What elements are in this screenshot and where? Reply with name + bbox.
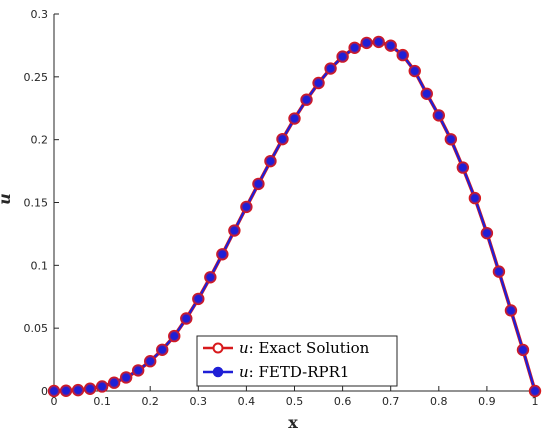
y-tick-label: 0.25 [24, 71, 49, 84]
plot-marks [47, 35, 542, 398]
series-1-point [121, 372, 132, 383]
series-1-point [145, 356, 156, 367]
series-1-point [72, 385, 84, 396]
series-1-point [409, 65, 420, 77]
y-tick-label: 0.3 [31, 8, 49, 21]
series-1-point [505, 305, 517, 316]
series-1-point [109, 377, 120, 388]
series-1-point [385, 40, 396, 51]
x-tick-label: 0.2 [141, 395, 159, 408]
series-1-point [529, 385, 541, 397]
series-1-point [349, 42, 360, 53]
y-tick-label: 0.05 [24, 322, 49, 335]
series-1-point [205, 272, 216, 283]
legend-marker-fetd [212, 366, 224, 378]
series-1-point [289, 113, 300, 124]
x-tick-label: 0.3 [190, 395, 208, 408]
series-1-point [157, 344, 168, 355]
legend: u: Exact Solution u: FETD-RPR1 [196, 335, 398, 387]
series-1-point [433, 110, 444, 121]
series-1-point [48, 385, 60, 397]
y-tick-label: 0.2 [31, 134, 49, 147]
series-1-point [493, 266, 505, 277]
legend-label-exact: u: Exact Solution [239, 339, 370, 357]
series-1-point [301, 94, 312, 105]
legend-box [196, 335, 398, 387]
legend-var-exact: u [239, 339, 249, 357]
legend-var-fetd: u [239, 363, 249, 381]
y-tick-label: 0.1 [31, 259, 49, 272]
series-1-point [84, 383, 96, 394]
series-1-point [96, 381, 108, 392]
series-1-point [373, 36, 384, 48]
series-1-point [313, 77, 324, 89]
series-1-point [517, 344, 529, 356]
series-1-point [229, 225, 240, 236]
y-tick-label: 0 [41, 385, 48, 398]
y-tick-label: 0.15 [24, 197, 49, 210]
x-tick-label: 0.5 [286, 395, 304, 408]
series-1-point [445, 134, 456, 145]
x-tick-label: 0 [51, 395, 58, 408]
series-1-point [481, 228, 492, 239]
series-1-point [277, 134, 288, 145]
series-1-point [421, 88, 432, 99]
series-1-point [337, 51, 348, 62]
series-1-point [133, 365, 144, 376]
series-1-point [325, 63, 336, 74]
series-1-point [60, 385, 72, 396]
series-1-point [469, 193, 480, 204]
x-tick-label: 0.6 [334, 395, 352, 408]
x-tick-label: 0.4 [238, 395, 256, 408]
x-tick-label: 0.1 [93, 395, 111, 408]
x-axis-title: x [288, 413, 298, 432]
series-1-point [361, 37, 372, 49]
x-tick-label: 0.7 [382, 395, 400, 408]
series-1-point [181, 313, 192, 324]
axes: 0 0.1 0.2 0.3 0.4 0.5 0.6 0.7 0.8 0.9 1 0 0.05 0.1 0.1… [24, 8, 539, 408]
series-1-point [193, 293, 204, 304]
legend-label-fetd: u: FETD-RPR1 [239, 363, 349, 381]
legend-name-fetd: : FETD-RPR1 [249, 363, 350, 381]
series-1-point [169, 330, 180, 342]
x-tick-label: 0.9 [478, 395, 496, 408]
series-1-point [265, 156, 276, 167]
series-1-point [397, 49, 408, 61]
legend-marker-exact [212, 342, 224, 354]
legend-name-exact: : Exact Solution [249, 339, 370, 357]
series-1-point [241, 201, 252, 212]
x-tick-label: 1 [532, 395, 539, 408]
y-axis-title: u [0, 193, 14, 205]
series-1-point [217, 249, 228, 260]
series-1-point [457, 162, 468, 173]
x-tick-label: 0.8 [430, 395, 448, 408]
series-1-point [253, 178, 264, 189]
